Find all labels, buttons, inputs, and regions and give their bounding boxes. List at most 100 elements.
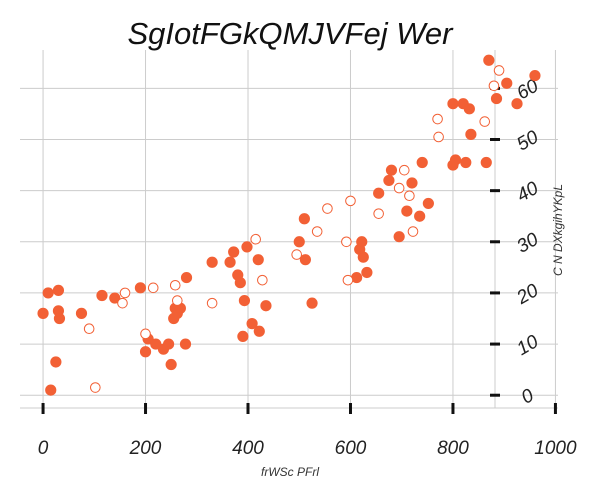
scatter-point-open (322, 203, 333, 214)
x-tick-label: 800 (437, 438, 469, 459)
scatter-point-filled (460, 156, 472, 169)
scatter-point-open (398, 164, 410, 176)
x-tick-label: 600 (335, 438, 367, 459)
scatter-point-filled (501, 77, 513, 89)
scatter-point-open (140, 328, 151, 340)
y-axis-label: C N DXkgihYKpL (551, 184, 565, 276)
scatter-point-open (342, 274, 354, 286)
scatter-point-open (250, 233, 261, 245)
scatter-point-filled (463, 103, 475, 115)
scatter-point-open (117, 297, 128, 309)
scatter-point-filled (298, 213, 310, 225)
scatter-point-filled (96, 289, 108, 302)
scatter-point-open (433, 131, 444, 143)
grid (20, 50, 558, 408)
scatter-point-filled (246, 318, 258, 330)
scatter-point-filled (139, 346, 152, 358)
data-points (37, 54, 541, 396)
scatter-point-filled (150, 338, 162, 350)
scatter-point-filled (422, 197, 434, 210)
scatter-point-filled (75, 307, 88, 319)
scatter-point-filled (252, 254, 264, 266)
scatter-point-open (90, 382, 101, 393)
scatter-point-filled (179, 338, 192, 350)
x-tick-label: 200 (129, 438, 162, 459)
scatter-point-filled (483, 54, 495, 66)
scatter-point-filled (293, 236, 305, 248)
scatter-point-filled (356, 236, 368, 248)
scatter-point-open (172, 295, 183, 306)
scatter-point-filled (37, 307, 49, 319)
scatter-point-filled (241, 241, 253, 253)
scatter-point-filled (480, 156, 492, 169)
y-tick-label: 0 (518, 385, 538, 409)
scatter-point-open (432, 113, 443, 125)
scatter-point-filled (385, 164, 398, 176)
scatter-point-open (393, 182, 405, 194)
scatter-point-filled (224, 256, 236, 268)
scatter-point-filled (180, 271, 193, 284)
scatter-point-filled (253, 325, 265, 337)
y-tick-label: 30 (513, 229, 542, 258)
x-axis-label: frWSc PFrl (261, 465, 319, 479)
scatter-point-filled (373, 187, 385, 199)
scatter-point-filled (52, 284, 65, 296)
chart-title: SgIotFGkQMJVFej Wer (128, 16, 455, 51)
scatter-point-open (291, 249, 302, 260)
y-tick-label: 50 (513, 126, 542, 155)
scatter-point-filled (361, 266, 373, 279)
x-tick-label: 400 (232, 438, 264, 459)
scatter-point-filled (238, 294, 251, 307)
y-tick-label: 10 (513, 331, 542, 360)
scatter-point-filled (449, 154, 462, 166)
scatter-point-filled (42, 287, 54, 299)
x-tick-label: 1000 (534, 438, 577, 459)
scatter-point-filled (299, 254, 311, 266)
scatter-point-open (407, 226, 419, 237)
y-tick-label: 40 (513, 178, 542, 207)
scatter-point-filled (357, 251, 369, 263)
scatter-point-filled (406, 177, 418, 189)
scatter-point-open (341, 236, 352, 248)
scatter-point-filled (447, 98, 459, 110)
scatter-point-filled (206, 256, 218, 268)
scatter-point-filled (237, 330, 249, 342)
scatter-point-filled (45, 384, 57, 396)
scatter-point-open (257, 274, 268, 286)
scatter-point-filled (162, 338, 175, 350)
scatter-point-filled (165, 358, 177, 371)
scatter-point-filled (53, 312, 66, 325)
scatter-point-filled (393, 231, 405, 243)
scatter-point-open (119, 287, 131, 299)
scatter-point-filled (529, 69, 541, 82)
scatter-point-filled (234, 277, 246, 289)
scatter-point-open (169, 279, 181, 291)
scatter-point-open (488, 80, 500, 92)
scatter-point-filled (465, 128, 477, 140)
scatter-point-filled (490, 92, 503, 105)
scatter-point-filled (401, 205, 413, 217)
scatter-point-open (373, 208, 384, 219)
scatter-point-open (345, 195, 356, 207)
scatter-point-filled (50, 356, 62, 368)
y-tick-label: 20 (512, 280, 542, 309)
scatter-point-filled (109, 292, 121, 304)
scatter-point-open (83, 323, 95, 335)
scatter-point-filled (414, 210, 426, 222)
scatter-point-open (206, 297, 218, 309)
scatter-point-open (493, 65, 505, 76)
scatter-point-filled (511, 98, 523, 110)
x-tick-label: 0 (38, 438, 49, 459)
scatter-point-filled (260, 300, 272, 312)
scatter-point-open (147, 282, 159, 294)
scatter-point-filled (383, 174, 395, 187)
scatter-point-filled (134, 282, 147, 294)
scatter-point-filled (416, 156, 428, 169)
scatter-point-open (311, 226, 323, 237)
scatter-point-open (479, 116, 491, 127)
scatter-point-filled (306, 297, 318, 309)
scatter-point-open (404, 190, 415, 202)
scatter-point-filled (228, 246, 240, 258)
